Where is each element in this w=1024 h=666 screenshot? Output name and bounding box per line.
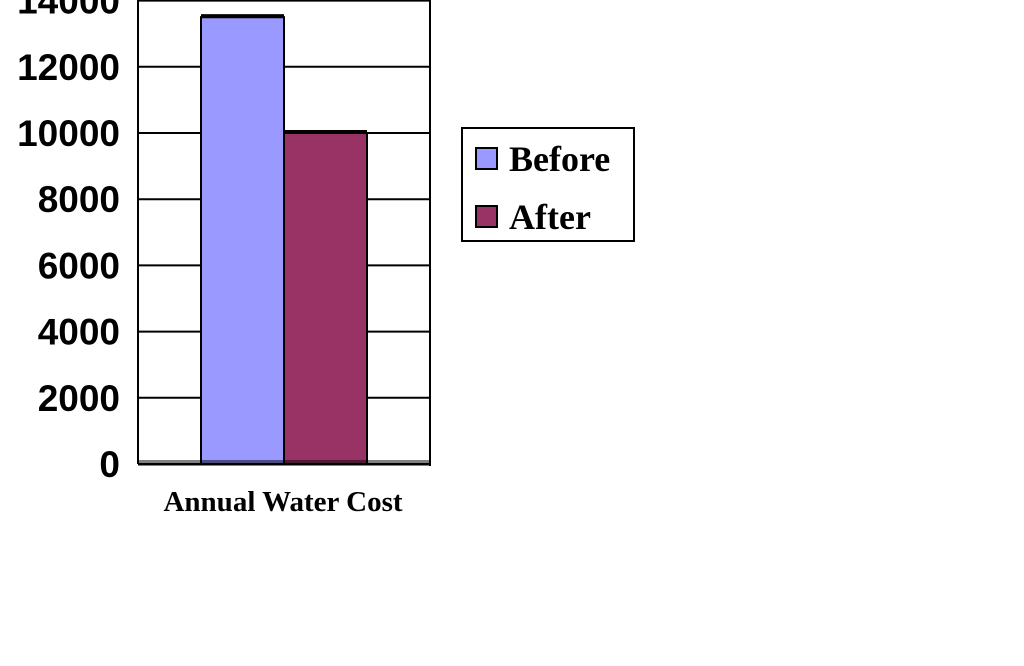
- x-category-label: Annual Water Cost: [163, 486, 402, 518]
- legend-swatch-before: [475, 147, 498, 170]
- bars: [200, 14, 368, 466]
- bar-after: [283, 132, 368, 465]
- y-tick-label: 10000: [17, 113, 120, 154]
- y-tick-label: 8000: [38, 179, 120, 220]
- y-tick-label: 4000: [38, 312, 120, 353]
- bar-top-edge: [284, 130, 367, 134]
- y-tick-label: 14000: [17, 0, 120, 22]
- bar-before: [200, 16, 285, 466]
- legend-swatch-after: [475, 205, 498, 228]
- legend: Before After: [461, 127, 635, 242]
- bar-top-edge: [201, 14, 284, 19]
- y-tick-label: 2000: [38, 378, 120, 419]
- y-tick-label: 6000: [38, 245, 120, 286]
- y-tick-label: 12000: [17, 47, 120, 88]
- y-tick-label: 0: [99, 444, 120, 485]
- legend-label-after: After: [509, 197, 591, 237]
- y-tick-labels: 0 2000 4000 6000 8000 10000 12000 14000: [17, 0, 120, 485]
- legend-label-before: Before: [509, 139, 610, 179]
- axes: [137, 0, 431, 466]
